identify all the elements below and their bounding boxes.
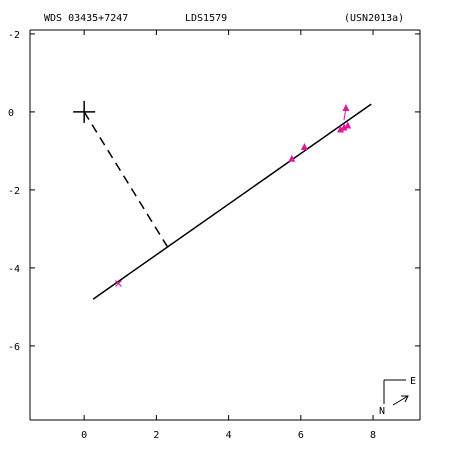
- discoverer-label: LDS1579: [185, 13, 227, 24]
- compass-north-label: N: [379, 406, 385, 417]
- observation-point: [115, 280, 122, 287]
- observation-point: [337, 125, 345, 133]
- axis-ticks: 0 2 4 6 8 -2 0 -2 -4 -6: [8, 30, 420, 441]
- observation-point: [340, 123, 348, 131]
- reference-label: (USN2013a): [344, 13, 404, 24]
- x-tick-label: 8: [370, 430, 376, 441]
- residual-line: [343, 107, 347, 121]
- x-tick-label: 4: [226, 430, 232, 441]
- y-tick-label: -2: [8, 186, 20, 197]
- plot-area: [73, 100, 372, 300]
- y-tick-label: 0: [8, 108, 14, 119]
- projection-line: [83, 111, 168, 247]
- y-tick-label: -4: [8, 264, 20, 275]
- observation-point: [342, 104, 350, 111]
- primary-star-marker: [73, 100, 96, 123]
- observation-point: [300, 143, 308, 150]
- orbit-line: [92, 103, 372, 300]
- compass-east-label: E: [410, 376, 416, 387]
- compass-arrowhead: [401, 395, 409, 403]
- wds-label: WDS 03435+7247: [44, 13, 128, 24]
- compass-arrow: [392, 395, 409, 406]
- observation-point: [288, 154, 296, 162]
- y-tick-label: -6: [8, 342, 20, 353]
- observation-point: [344, 121, 352, 129]
- x-tick-label: 2: [153, 430, 159, 441]
- y-tick-label: -2: [8, 30, 20, 41]
- x-tick-label: 6: [298, 430, 304, 441]
- x-tick-label: 0: [81, 430, 87, 441]
- compass-rose: E N: [379, 376, 416, 417]
